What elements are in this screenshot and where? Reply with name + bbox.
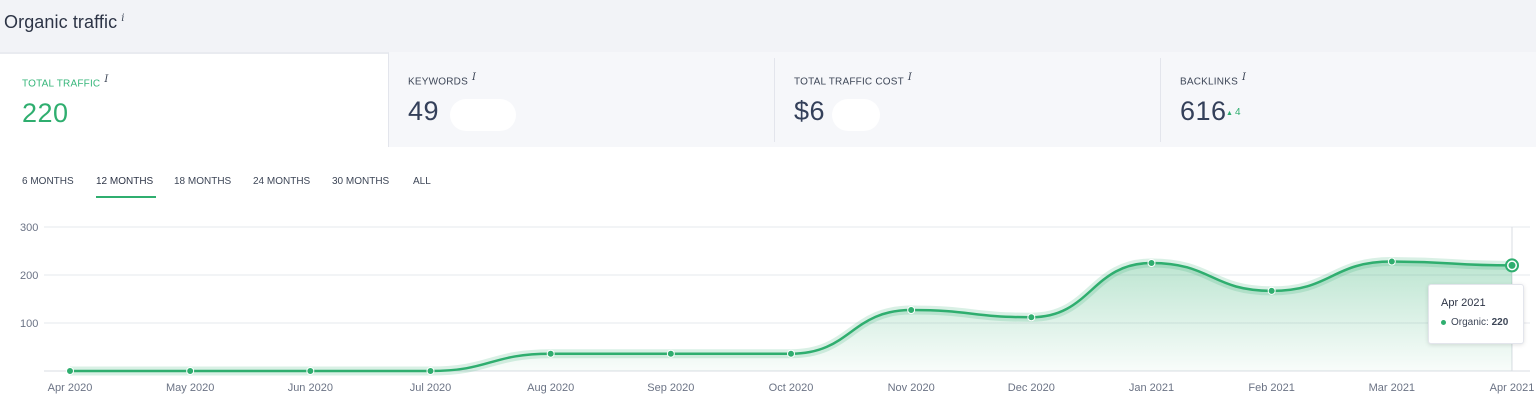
tooltip-series: Organic	[1451, 317, 1487, 328]
delta-badge: ▲ 4	[1226, 107, 1241, 118]
page-title: Organic traffic i	[4, 12, 125, 33]
card-value: $6	[794, 96, 826, 126]
up-arrow-icon: ▲	[1226, 110, 1233, 117]
card-divider	[774, 58, 775, 142]
data-point	[306, 367, 315, 375]
tooltip-row: Organic: 220	[1441, 317, 1508, 328]
x-tick-label: Apr 2020	[48, 382, 93, 394]
data-point	[1267, 286, 1276, 295]
series-area	[70, 261, 1512, 371]
blurred-badge	[450, 99, 516, 131]
card-total-traffic-cost[interactable]: TOTAL TRAFFIC COST i $6	[774, 52, 1160, 147]
tab-24-months[interactable]: 24 MONTHS	[253, 176, 311, 187]
data-point	[907, 306, 916, 315]
card-label: TOTAL TRAFFIC i	[22, 74, 109, 90]
card-value: 616	[1180, 96, 1227, 126]
info-icon[interactable]: i	[121, 13, 125, 24]
x-tick-label: Jul 2020	[410, 382, 452, 394]
tooltip-title: Apr 2021	[1441, 297, 1486, 309]
x-tick-label: Feb 2021	[1248, 382, 1294, 394]
y-tick-label: 300	[20, 222, 38, 234]
info-icon[interactable]: i	[1241, 72, 1247, 83]
x-tick-label: Nov 2020	[888, 382, 935, 394]
x-tick-label: Aug 2020	[527, 382, 574, 394]
card-label: BACKLINKS i	[1180, 72, 1247, 88]
data-point	[1508, 261, 1516, 269]
card-divider	[1160, 58, 1161, 142]
active-tab-indicator	[96, 196, 156, 198]
tab-all[interactable]: ALL	[413, 176, 431, 187]
tab-30-months[interactable]: 30 MONTHS	[332, 176, 390, 187]
x-tick-label: Jun 2020	[288, 382, 333, 394]
data-point	[546, 349, 555, 358]
y-tick-label: 100	[20, 318, 38, 330]
card-value: 49	[408, 96, 440, 126]
data-point	[426, 367, 435, 375]
series-dot-icon	[1441, 319, 1446, 325]
card-value: 220	[22, 98, 69, 128]
metric-cards: TOTAL TRAFFIC i 220 KEYWORDS i 49 TOTAL TR…	[0, 52, 1536, 147]
data-point	[66, 367, 74, 375]
data-point	[186, 367, 195, 375]
card-keywords[interactable]: KEYWORDS i 49	[388, 52, 774, 147]
blurred-badge	[832, 99, 880, 131]
info-icon[interactable]: i	[104, 74, 109, 85]
data-point	[1147, 259, 1156, 267]
tab-6-months[interactable]: 6 MONTHS	[22, 176, 74, 187]
data-point	[1027, 313, 1036, 322]
x-tick-label: Jan 2021	[1129, 382, 1174, 394]
x-tick-label: May 2020	[166, 382, 214, 394]
data-point	[666, 349, 675, 358]
tab-12-months[interactable]: 12 MONTHS	[96, 176, 154, 187]
card-backlinks[interactable]: BACKLINKS i 616 ▲ 4	[1160, 52, 1536, 147]
info-icon[interactable]: i	[907, 72, 913, 83]
x-tick-label: Sep 2020	[647, 382, 694, 394]
card-total-traffic[interactable]: TOTAL TRAFFIC i 220	[0, 52, 389, 147]
x-tick-label: Mar 2021	[1369, 382, 1415, 394]
data-point	[787, 349, 795, 358]
card-label: KEYWORDS i	[408, 72, 477, 88]
header-bar: Organic traffic i	[0, 0, 1536, 52]
data-point	[1387, 257, 1396, 266]
x-tick-label: Dec 2020	[1008, 382, 1055, 394]
x-tick-label: Oct 2020	[769, 382, 814, 394]
y-tick-label: 200	[20, 270, 38, 282]
page-title-text: Organic traffic	[4, 12, 118, 32]
card-label: TOTAL TRAFFIC COST i	[794, 72, 913, 88]
organic-traffic-chart: 100 200 300 Apr 2020 May 2020 Jun 2020 Jul 202…	[20, 222, 1535, 394]
x-tick-label: Apr 2021	[1490, 382, 1535, 394]
tooltip-value: 220	[1491, 317, 1509, 328]
info-icon[interactable]: i	[471, 72, 477, 83]
chart-tooltip: Apr 2021 Organic: 220	[1428, 284, 1524, 344]
tab-18-months[interactable]: 18 MONTHS	[174, 176, 232, 187]
